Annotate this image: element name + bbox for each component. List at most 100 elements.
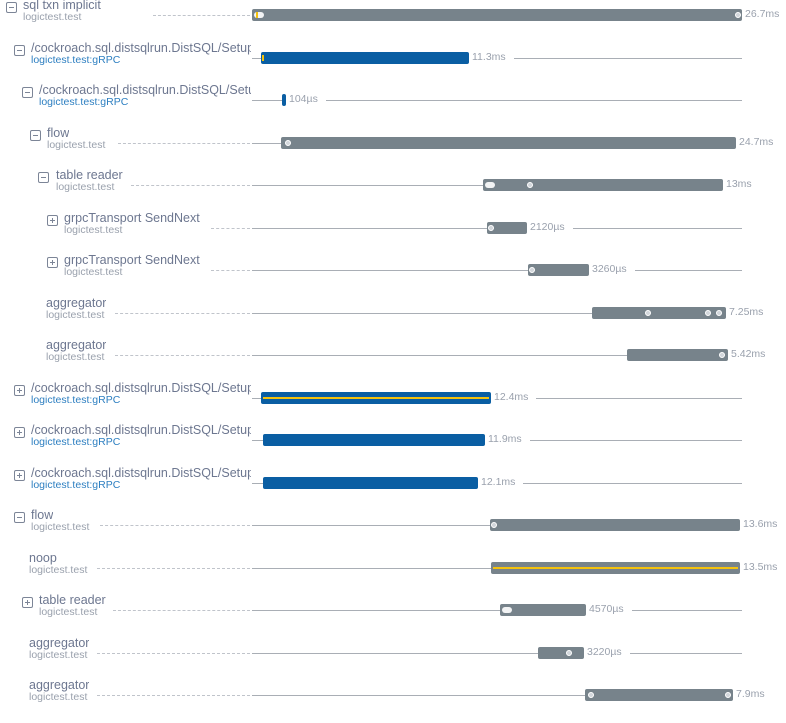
span-service: logictest.test	[29, 648, 88, 661]
span-title[interactable]: flow	[31, 508, 54, 522]
connector-dashed	[97, 567, 250, 569]
log-marker-group[interactable]	[502, 607, 512, 613]
expand-icon[interactable]	[14, 469, 25, 481]
span-title[interactable]: aggregator	[29, 635, 90, 650]
expand-icon[interactable]	[14, 384, 25, 396]
span-service: logictest.test	[23, 11, 82, 23]
span-title[interactable]: aggregator	[46, 338, 107, 352]
expand-icon[interactable]	[22, 597, 33, 608]
span-bar[interactable]	[528, 264, 589, 276]
span-service: logictest.test	[64, 223, 123, 236]
span-bar[interactable]	[261, 51, 469, 64]
span-title[interactable]: noop	[29, 550, 57, 565]
span-bar[interactable]	[592, 306, 726, 319]
span-bar[interactable]	[483, 179, 723, 191]
span-row[interactable]: aggregator logictest.test 5.42ms	[0, 338, 786, 383]
span-row[interactable]: noop logictest.test 13.5ms	[0, 550, 786, 596]
trailing-line	[635, 270, 742, 271]
span-bar[interactable]	[281, 136, 736, 149]
span-title[interactable]: /cockroach.sql.distsqlrun.DistSQL/SetupF…	[31, 423, 251, 437]
span-row[interactable]: table reader logictest.test 4570µs	[0, 593, 786, 638]
span-bar[interactable]	[585, 689, 733, 701]
log-marker[interactable]	[705, 309, 711, 316]
collapse-icon[interactable]	[6, 2, 17, 13]
span-bar[interactable]	[491, 561, 740, 574]
trailing-line	[632, 610, 742, 611]
span-bar[interactable]	[263, 476, 478, 489]
span-bar[interactable]	[261, 391, 491, 404]
collapse-icon[interactable]	[14, 44, 25, 56]
span-bar[interactable]	[282, 94, 286, 106]
connector-line	[252, 567, 491, 569]
span-service: logictest.test	[46, 351, 105, 363]
span-bar[interactable]	[500, 604, 586, 616]
span-row[interactable]: aggregator logictest.test 3220µs	[0, 635, 786, 681]
span-duration: 24.7ms	[739, 135, 774, 148]
collapse-icon[interactable]	[38, 172, 49, 183]
connector-line	[252, 185, 483, 186]
span-service: logictest.test	[31, 521, 90, 533]
expand-icon[interactable]	[47, 214, 58, 226]
collapse-icon[interactable]	[30, 129, 41, 141]
log-marker-group[interactable]	[485, 182, 495, 188]
span-row[interactable]: grpcTransport SendNext logictest.test 2120…	[0, 210, 786, 256]
span-service: logictest.test	[46, 308, 105, 321]
span-title[interactable]: aggregator	[29, 678, 90, 692]
span-title[interactable]: grpcTransport SendNext	[64, 210, 200, 225]
log-marker[interactable]	[735, 12, 741, 18]
span-bar[interactable]	[252, 9, 742, 21]
span-title[interactable]: grpcTransport SendNext	[64, 253, 200, 267]
log-marker[interactable]	[645, 309, 651, 316]
span-row[interactable]: /cockroach.sql.distsqlrun.DistSQL/SetupF…	[0, 380, 786, 426]
span-title[interactable]: aggregator	[46, 295, 107, 310]
span-row[interactable]: aggregator logictest.test 7.9ms	[0, 678, 786, 723]
span-row[interactable]: grpcTransport SendNext logictest.test 3260…	[0, 253, 786, 298]
span-bar[interactable]	[627, 349, 728, 361]
span-title[interactable]: table reader	[39, 593, 106, 607]
log-marker[interactable]	[566, 649, 572, 656]
collapse-icon[interactable]	[22, 87, 33, 98]
span-row[interactable]: /cockroach.sql.distsqlrun.DistSQL/SetupF…	[0, 423, 786, 468]
expand-icon[interactable]	[47, 257, 58, 268]
span-title[interactable]: /cockroach.sql.distsqlrun.DistSQL/SetupF…	[31, 380, 251, 395]
span-bar[interactable]	[487, 221, 527, 234]
span-bar[interactable]	[263, 434, 485, 446]
span-bar[interactable]	[538, 646, 584, 659]
log-marker[interactable]	[529, 267, 535, 273]
trailing-line	[523, 482, 742, 484]
span-title[interactable]: /cockroach.sql.distsqlrun.DistSQL/SetupF…	[31, 40, 251, 55]
span-row[interactable]: sql txn implicit logictest.test 26.7ms	[0, 0, 786, 43]
log-marker[interactable]	[527, 182, 533, 188]
log-marker[interactable]	[285, 139, 291, 146]
log-marker[interactable]	[725, 692, 731, 698]
collapse-icon[interactable]	[14, 512, 25, 523]
span-row[interactable]: /cockroach.sql.distsqlrun.DistSQL/SetupF…	[0, 83, 786, 128]
trailing-line	[536, 397, 742, 399]
connector-line	[252, 270, 528, 271]
log-marker[interactable]	[716, 309, 722, 316]
span-duration: 11.3ms	[472, 50, 506, 63]
expand-icon[interactable]	[14, 427, 25, 438]
connector-line	[252, 482, 263, 484]
span-service: logictest.test	[56, 181, 115, 193]
log-marker[interactable]	[488, 224, 494, 231]
span-title[interactable]: /cockroach.sql.distsqlrun.DistSQL/SetupF…	[31, 465, 251, 480]
span-duration: 7.9ms	[736, 688, 765, 700]
span-title[interactable]: /cockroach.sql.distsqlrun.DistSQL/SetupF…	[39, 83, 251, 97]
log-marker[interactable]	[719, 352, 725, 358]
span-service: logictest.test:gRPC	[31, 436, 121, 448]
log-marker[interactable]	[588, 692, 594, 698]
span-row[interactable]: /cockroach.sql.distsqlrun.DistSQL/SetupF…	[0, 40, 786, 86]
span-title[interactable]: table reader	[56, 168, 123, 182]
log-marker-group[interactable]	[254, 12, 264, 18]
span-row[interactable]: /cockroach.sql.distsqlrun.DistSQL/SetupF…	[0, 465, 786, 511]
span-row[interactable]: flow logictest.test 24.7ms	[0, 125, 786, 171]
span-row[interactable]: table reader logictest.test 13ms	[0, 168, 786, 213]
log-marker[interactable]	[491, 522, 497, 528]
span-row[interactable]: aggregator logictest.test 7.25ms	[0, 295, 786, 341]
span-bar[interactable]	[490, 519, 740, 531]
span-row[interactable]: flow logictest.test 13.6ms	[0, 508, 786, 553]
span-title[interactable]: flow	[47, 125, 70, 140]
connector-dashed	[113, 610, 250, 611]
span-title[interactable]: sql txn implicit	[23, 0, 101, 12]
